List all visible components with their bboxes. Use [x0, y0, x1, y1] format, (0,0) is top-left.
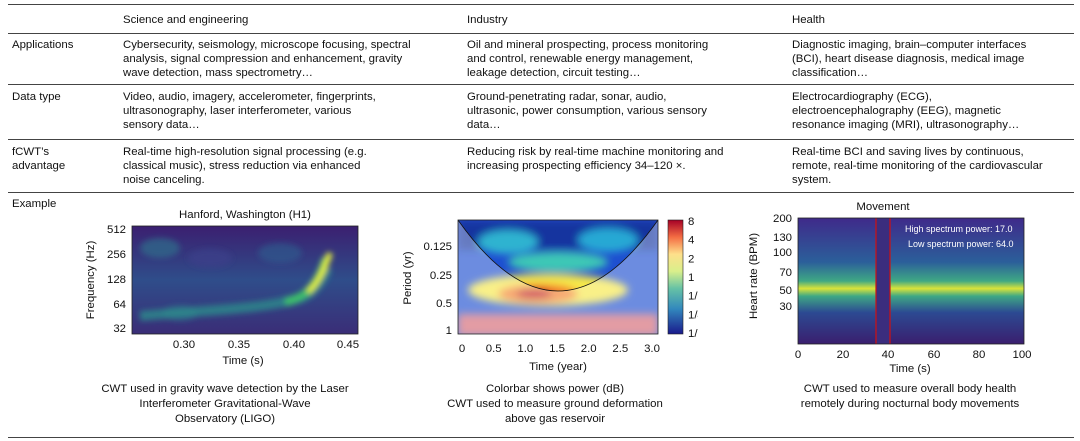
cell-applications-health: Diagnostic imaging, brain–computer inter… — [792, 39, 1027, 79]
cell-datatype-industry: Ground-penetrating radar, sonar, audio, u… — [467, 91, 707, 131]
row-rule — [8, 139, 1074, 140]
row-rule — [8, 192, 1074, 193]
heart-xtick: 80 — [973, 349, 986, 361]
heart-ylabel: Heart rate (BPM) — [748, 233, 760, 319]
ground-ytick: 1 — [446, 325, 452, 337]
ligo-scalogram-figure: Hanford, Washington (H1) 512 256 128 64 … — [85, 209, 359, 367]
heart-ytick: 30 — [779, 301, 792, 313]
cell-applications-science: Cybersecurity, seismology, microscope fo… — [123, 39, 411, 79]
heart-xtick: 40 — [882, 349, 895, 361]
row-label-applications: Applications — [12, 39, 74, 51]
ligo-caption: CWT used in gravity wave detection by th… — [101, 383, 349, 425]
colorbar-tick: 2 — [688, 253, 694, 265]
ligo-xtick: 0.40 — [283, 339, 305, 351]
cell-applications-industry: Oil and mineral prospecting, process mon… — [467, 39, 709, 79]
ligo-ytick: 512 — [107, 224, 126, 236]
ligo-ytick: 32 — [113, 323, 126, 335]
heart-ytick: 130 — [773, 232, 792, 244]
row-label-advantage: fCWT’s advantage — [12, 146, 66, 172]
heart-xtick: 0 — [795, 349, 801, 361]
row-rule — [8, 84, 1074, 85]
heart-xtick: 100 — [1012, 349, 1031, 361]
ground-x-ticks: 0 0.5 1.0 1.5 2.0 2.5 3.0 — [459, 343, 660, 355]
ligo-title: Hanford, Washington (H1) — [179, 209, 311, 221]
colorbar-tick: 1 — [688, 272, 694, 284]
ligo-xtick: 0.30 — [173, 339, 195, 351]
table-bottom-rule — [8, 437, 1074, 438]
ground-xtick: 1.5 — [549, 343, 565, 355]
ligo-xlabel: Time (s) — [222, 355, 264, 367]
ground-caption: Colorbar shows power (dB) CWT used to mea… — [447, 383, 663, 425]
heart-xtick: 20 — [837, 349, 850, 361]
heart-ytick: 70 — [779, 267, 792, 279]
heart-xlabel: Time (s) — [889, 363, 931, 375]
heart-annotation-high: High spectrum power: 17.0 — [905, 224, 1013, 234]
colorbar-tick: 4 — [688, 235, 694, 247]
heart-y-ticks: 200 130 100 70 50 30 — [773, 213, 792, 313]
colorbar-tick: 1/4 — [688, 309, 698, 321]
ground-ytick: 0.5 — [436, 298, 452, 310]
ligo-ytick: 256 — [107, 249, 126, 261]
ligo-ylabel: Frequency (Hz) — [85, 241, 97, 320]
ground-y-ticks: 0.125 0.25 0.5 1 — [423, 241, 452, 337]
ground-plot-frame — [457, 219, 659, 335]
cell-datatype-health: Electrocardiography (ECG), electroencepha… — [792, 91, 1020, 131]
table-top-rule — [8, 4, 1074, 5]
row-label-example: Example — [12, 198, 57, 210]
heart-ytick: 200 — [773, 213, 792, 225]
ground-xlabel: Time (year) — [529, 361, 587, 373]
heart-ytick: 50 — [779, 285, 792, 297]
ground-ylabel: Period (yr) — [402, 251, 414, 304]
ligo-xtick: 0.45 — [337, 339, 359, 351]
colorbar-tick: 8 — [688, 216, 694, 228]
ground-colorbar: 8 4 2 1 1/2 1/4 1/8 — [667, 216, 698, 340]
ground-plot-area — [458, 220, 658, 334]
heart-title: Movement — [856, 201, 910, 213]
ligo-x-ticks: 0.30 0.35 0.40 0.45 — [173, 339, 359, 351]
row-label-data-type: Data type — [12, 91, 61, 103]
ground-ytick: 0.125 — [423, 241, 452, 253]
heart-ytick: 100 — [773, 247, 792, 259]
ground-xtick: 0.5 — [486, 343, 502, 355]
ligo-ytick: 64 — [113, 299, 126, 311]
cell-advantage-science: Real-time high-resolution signal process… — [123, 146, 367, 186]
cell-advantage-health: Real-time BCI and saving lives by contin… — [792, 146, 1043, 186]
colorbar-tick: 1/2 — [688, 291, 698, 303]
colorbar-tick: 1/8 — [688, 328, 698, 340]
heart-x-ticks: 0 20 40 60 80 100 — [795, 349, 1032, 361]
cell-advantage-industry: Reducing risk by real-time machine monit… — [467, 146, 724, 172]
ground-xtick: 1.0 — [517, 343, 533, 355]
cell-datatype-science: Video, audio, imagery, accelerometer, fi… — [123, 91, 376, 131]
ligo-y-ticks: 512 256 128 64 32 — [107, 224, 126, 335]
heart-caption: CWT used to measure overall body health r… — [800, 383, 1020, 410]
column-header-industry: Industry — [467, 14, 508, 26]
ligo-plot-area — [131, 225, 359, 335]
ground-xtick: 0 — [459, 343, 465, 355]
ligo-ytick: 128 — [107, 274, 126, 286]
heart-rate-figure: Movement High spectrum power: 17.0 Low s… — [748, 201, 1032, 375]
ground-ytick: 0.25 — [430, 270, 452, 282]
column-header-science: Science and engineering — [123, 14, 249, 26]
ground-xtick: 3.0 — [644, 343, 660, 355]
ground-xtick: 2.0 — [581, 343, 597, 355]
heart-plot-area — [797, 217, 1025, 345]
table-header-rule — [8, 33, 1074, 34]
heart-annotation-low: Low spectrum power: 64.0 — [908, 239, 1014, 249]
ground-wavelet-figure: 0.125 0.25 0.5 1 Period (yr) 0 0.5 1.0 1.5 2… — [402, 216, 698, 373]
ligo-xtick: 0.35 — [228, 339, 250, 351]
heart-xtick: 60 — [928, 349, 941, 361]
ground-xtick: 2.5 — [612, 343, 628, 355]
column-header-health: Health — [792, 14, 825, 26]
